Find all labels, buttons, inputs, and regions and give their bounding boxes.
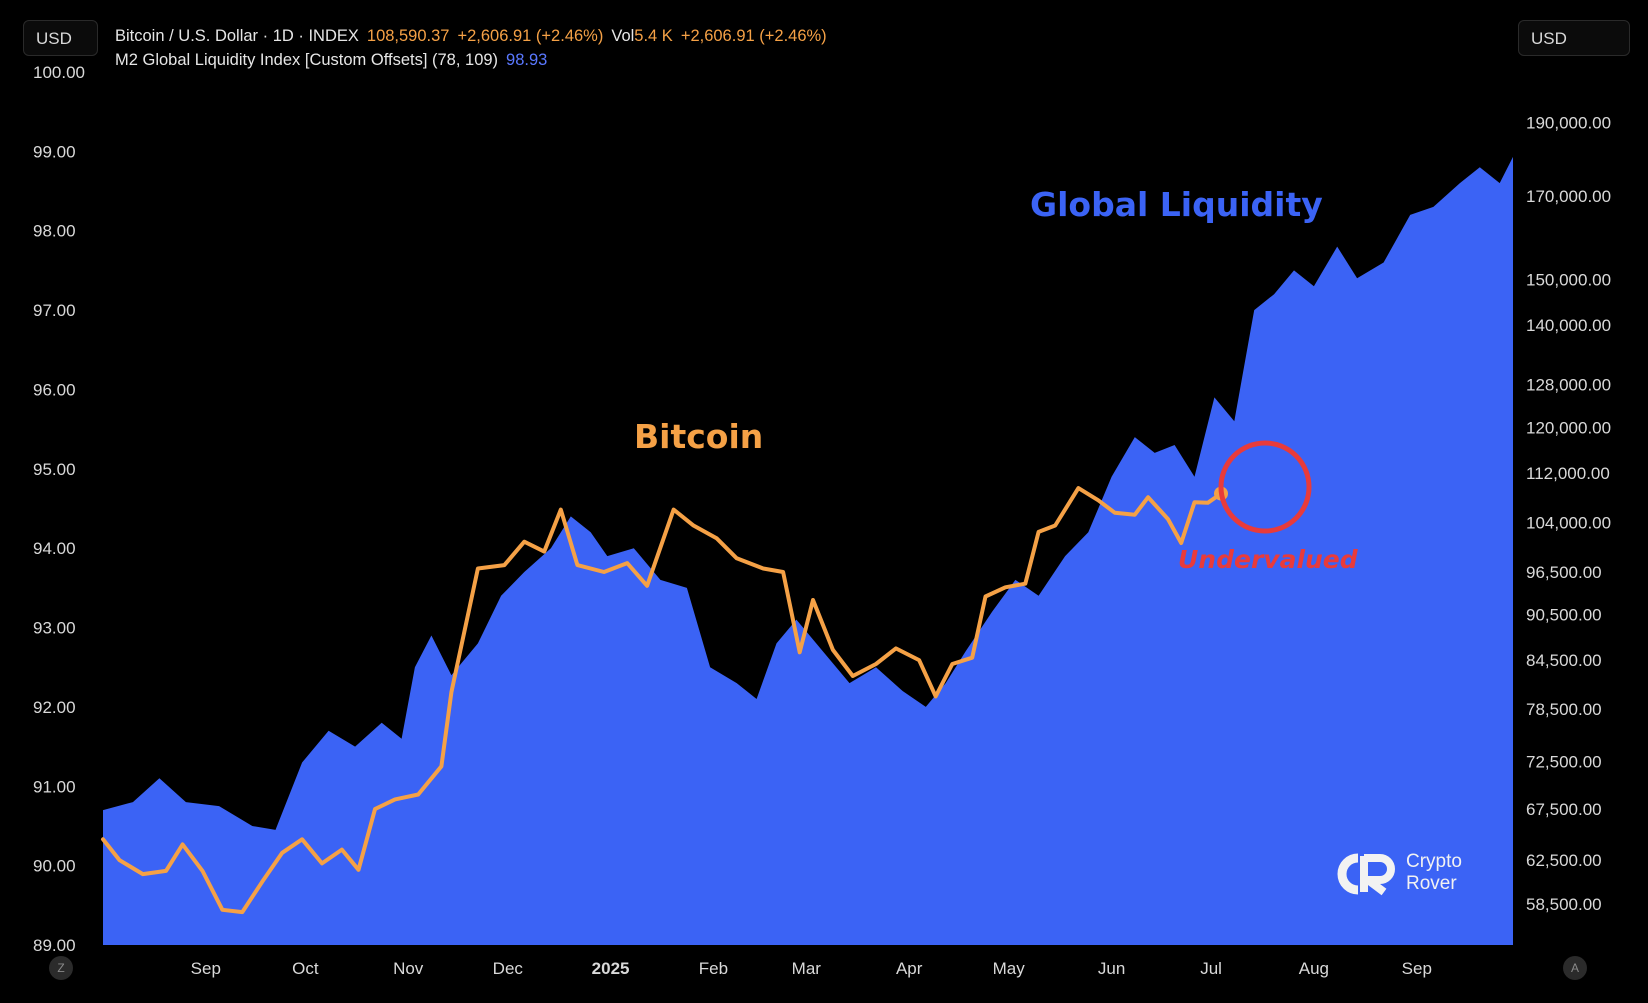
time-axis[interactable]: Sep Oct Nov Dec 2025 Feb Mar Apr May Jun Jul Aug Sep	[191, 959, 1432, 978]
time-axis-tick-label: Aug	[1299, 959, 1329, 978]
right-axis-tick-label: 96,500.00	[1526, 563, 1602, 582]
crypto-rover-logo	[1337, 853, 1395, 896]
bitcoin-line	[101, 486, 1223, 915]
left-axis-tick-label: 90.00	[33, 857, 76, 876]
legend-volume-change: +2,606.91 (+2.46%)	[680, 27, 827, 45]
right-axis-tick-label: 190,000.00	[1526, 113, 1611, 132]
zoom-button[interactable]: Z	[49, 956, 73, 980]
time-axis-tick-label: Oct	[292, 959, 319, 978]
annotation-layer: Global Liquidity Bitcoin Undervalued	[634, 185, 1359, 574]
left-price-axis[interactable]: 100.00 99.00 98.00 97.00 96.00 95.00 94.00 93.0…	[33, 63, 85, 955]
left-axis-tick-label: 98.00	[33, 222, 76, 241]
time-axis-tick-label: Jun	[1098, 959, 1125, 978]
time-axis-tick-label: Feb	[699, 959, 728, 978]
left-axis-tick-label: 95.00	[33, 460, 76, 479]
right-axis-tick-label: 78,500.00	[1526, 700, 1602, 719]
legend-volume-value: 5.4 K	[634, 27, 673, 45]
liquidity-area-layer	[103, 156, 1513, 945]
annotation-undervalued: Undervalued	[1178, 545, 1359, 574]
left-axis-tick-label: 89.00	[33, 936, 76, 955]
legend-bitcoin-change: +2,606.91 (+2.46%)	[457, 27, 604, 45]
time-axis-tick-label: 2025	[592, 959, 630, 978]
left-axis-tick-label: 97.00	[33, 301, 76, 320]
watermark-line-1: Crypto	[1406, 851, 1462, 872]
annotation-bitcoin: Bitcoin	[634, 417, 763, 456]
right-axis-tick-label: 72,500.00	[1526, 753, 1602, 772]
time-axis-tick-label: May	[993, 959, 1026, 978]
legend-bitcoin-price: 108,590.37	[366, 27, 450, 45]
time-axis-tick-label: Mar	[792, 959, 822, 978]
right-axis-tick-label: 120,000.00	[1526, 418, 1611, 437]
legend-m2-liquidity[interactable]: M2 Global Liquidity Index [Custom Offset…	[115, 51, 547, 70]
annotation-global-liquidity: Global Liquidity	[1030, 185, 1323, 224]
right-axis-tick-label: 67,500.00	[1526, 800, 1602, 819]
liquidity-area	[103, 156, 1513, 945]
left-axis-tick-label: 96.00	[33, 381, 76, 400]
watermark-line-2: Rover	[1406, 873, 1457, 894]
right-price-axis[interactable]: 190,000.00 170,000.00 150,000.00 140,000.00…	[1526, 113, 1611, 914]
left-axis-tick-label: 100.00	[33, 63, 85, 82]
legend-bitcoin[interactable]: Bitcoin / U.S. Dollar · 1D · INDEX 108,59…	[115, 27, 827, 46]
right-axis-tick-label: 84,500.00	[1526, 651, 1602, 670]
right-axis-tick-label: 62,500.00	[1526, 851, 1602, 870]
legend-m2-value: 98.93	[506, 51, 548, 69]
right-axis-tick-label: 104,000.00	[1526, 513, 1611, 532]
right-axis-tick-label: 112,000.00	[1526, 464, 1610, 483]
left-axis-tick-label: 91.00	[33, 777, 76, 796]
right-axis-tick-label: 90,500.00	[1526, 606, 1602, 625]
right-axis-tick-label: 128,000.00	[1526, 376, 1611, 395]
legend-m2-title: M2 Global Liquidity Index [Custom Offset…	[115, 51, 499, 69]
time-axis-tick-label: Sep	[1402, 959, 1432, 978]
auto-scale-button[interactable]: A	[1563, 956, 1587, 980]
time-axis-tick-label: Sep	[191, 959, 221, 978]
time-axis-tick-label: Jul	[1200, 959, 1222, 978]
right-axis-tick-label: 150,000.00	[1526, 270, 1611, 289]
time-axis-tick-label: Apr	[896, 959, 923, 978]
time-axis-tick-label: Dec	[493, 959, 524, 978]
left-axis-tick-label: 99.00	[33, 142, 76, 161]
watermark-text: Crypto Rover	[1406, 851, 1462, 895]
legend-volume-label: Vol	[611, 27, 635, 45]
left-axis-tick-label: 94.00	[33, 539, 76, 558]
undervalued-circle	[1218, 440, 1312, 534]
left-scale-unit-button[interactable]: USD	[23, 20, 98, 56]
legend-bitcoin-title: Bitcoin / U.S. Dollar · 1D · INDEX	[115, 27, 359, 45]
right-axis-tick-label: 140,000.00	[1526, 316, 1611, 335]
left-axis-tick-label: 93.00	[33, 619, 76, 638]
right-axis-tick-label: 58,500.00	[1526, 895, 1602, 914]
time-axis-tick-label: Nov	[393, 959, 424, 978]
right-scale-unit-button[interactable]: USD	[1518, 20, 1630, 56]
right-axis-tick-label: 170,000.00	[1526, 187, 1611, 206]
left-axis-tick-label: 92.00	[33, 698, 76, 717]
